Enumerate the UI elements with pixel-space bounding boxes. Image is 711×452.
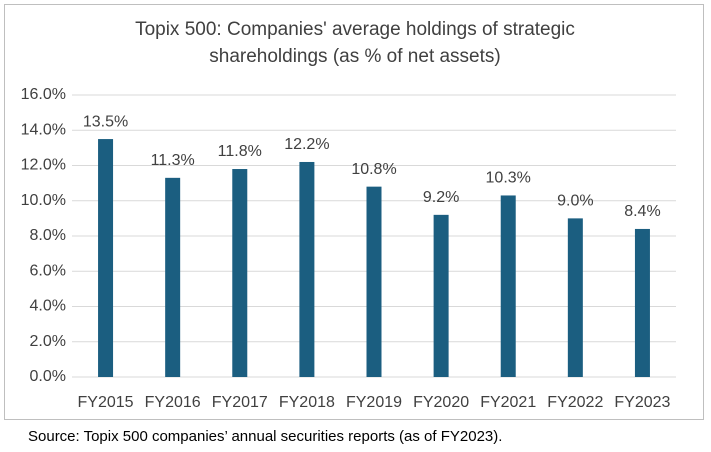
bar xyxy=(634,228,650,377)
y-tick-label: 6.0% xyxy=(30,262,66,279)
bar xyxy=(567,218,583,377)
data-label: 9.0% xyxy=(557,193,593,210)
bar xyxy=(165,177,181,377)
x-tick-label: FY2022 xyxy=(547,394,603,411)
data-label: 11.8% xyxy=(218,143,262,160)
data-label: 9.2% xyxy=(423,189,459,206)
data-label: 11.3% xyxy=(151,152,195,169)
x-tick-label: FY2018 xyxy=(279,394,335,411)
bar xyxy=(299,161,315,377)
y-tick-label: 8.0% xyxy=(30,227,66,244)
chart-frame xyxy=(4,4,704,420)
y-tick-label: 0.0% xyxy=(30,368,66,385)
data-label: 10.3% xyxy=(486,170,531,187)
y-tick-label: 10.0% xyxy=(21,192,66,209)
y-tick-label: 14.0% xyxy=(21,121,66,138)
data-label: 8.4% xyxy=(624,203,660,220)
source-note: Source: Topix 500 companies’ annual secu… xyxy=(28,428,503,445)
bar xyxy=(98,139,114,377)
y-tick-label: 16.0% xyxy=(21,86,66,103)
x-tick-label: FY2020 xyxy=(413,394,469,411)
chart-title: Topix 500: Companies' average holdings o… xyxy=(135,19,575,67)
x-tick-label: FY2015 xyxy=(78,394,134,411)
x-tick-label: FY2016 xyxy=(145,394,201,411)
x-tick-label: FY2017 xyxy=(212,394,268,411)
x-tick-label: FY2019 xyxy=(346,394,402,411)
bar xyxy=(433,214,449,377)
bar xyxy=(366,186,382,377)
y-tick-label: 12.0% xyxy=(21,157,66,174)
data-label: 10.8% xyxy=(351,161,396,178)
bar xyxy=(500,195,516,377)
x-tick-label: FY2023 xyxy=(614,394,670,411)
bar xyxy=(232,169,248,377)
data-label: 12.2% xyxy=(284,136,329,153)
data-label: 13.5% xyxy=(83,113,128,130)
y-tick-label: 2.0% xyxy=(30,333,66,350)
y-tick-label: 4.0% xyxy=(30,298,66,315)
x-tick-label: FY2021 xyxy=(480,394,536,411)
